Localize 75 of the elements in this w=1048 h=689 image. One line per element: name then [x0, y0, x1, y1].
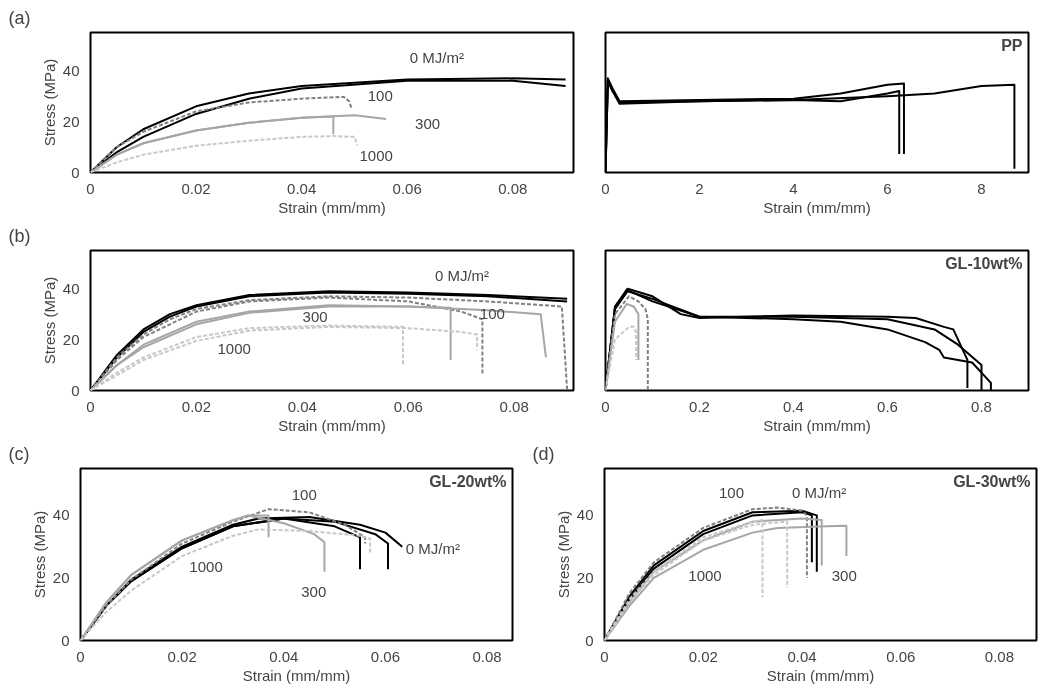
- y-tick-label: 40: [576, 506, 594, 524]
- text: (b): [8, 225, 31, 246]
- annotation: 100: [718, 483, 745, 501]
- x-tick-label: 0.08: [472, 647, 502, 665]
- annotation: 1000: [688, 567, 722, 585]
- x-tick-label: 0.08: [984, 647, 1015, 665]
- chart-title: PP: [1001, 36, 1023, 54]
- y-tick-label: 0: [71, 163, 80, 181]
- y-tick-label: 0: [71, 381, 80, 399]
- annotation: 300: [415, 115, 441, 133]
- y-tick-label: 20: [62, 330, 80, 348]
- x-tick-label: 0.06: [886, 647, 916, 665]
- y-tick-label: 40: [62, 61, 80, 79]
- x-axis-title: Strain (mm/mm): [242, 666, 351, 684]
- x-tick-label: 6: [883, 179, 892, 197]
- text: (a): [8, 7, 31, 28]
- annotation: 100: [367, 87, 393, 105]
- x-tick-label: 0.4: [783, 397, 804, 415]
- x-tick-label: 0.04: [287, 179, 317, 197]
- x-axis-title: Strain (mm/mm): [766, 666, 875, 684]
- chart-title: GL-30wt%: [953, 472, 1031, 490]
- x-tick-label: 2: [695, 179, 704, 197]
- chart-title: GL-10wt%: [945, 254, 1023, 272]
- x-tick-label: 0: [600, 647, 609, 665]
- annotation: 0 MJ/m²: [791, 484, 847, 502]
- annotation: 100: [479, 305, 505, 323]
- x-tick-label: 0: [601, 179, 610, 197]
- x-tick-label: 0.2: [689, 397, 710, 415]
- x-tick-label: 0.04: [787, 647, 817, 665]
- x-tick-label: 0.6: [877, 397, 898, 415]
- x-tick-label: 0.02: [167, 647, 197, 665]
- x-tick-label: 0.06: [392, 179, 422, 197]
- y-tick-label: 20: [52, 568, 70, 586]
- x-axis-title: Strain (mm/mm): [763, 416, 871, 434]
- x-tick-label: 0.04: [269, 647, 299, 665]
- x-tick-label: 0.02: [181, 397, 212, 415]
- y-tick-label: 20: [62, 112, 80, 130]
- text: (d): [532, 443, 555, 464]
- x-tick-label: 0.08: [498, 179, 528, 197]
- annotation: 0 MJ/m²: [405, 539, 460, 557]
- x-tick-label: 0.02: [688, 647, 718, 665]
- text: (c): [8, 443, 30, 464]
- y-axis-title: Stress (MPa): [40, 276, 58, 365]
- y-tick-label: 0: [61, 631, 70, 649]
- x-tick-label: 0.04: [287, 397, 317, 415]
- y-tick-label: 40: [62, 279, 80, 297]
- y-tick-label: 40: [52, 506, 70, 524]
- x-tick-label: 0.06: [370, 647, 401, 665]
- y-axis-title: Stress (MPa): [30, 510, 48, 599]
- annotation: 0 MJ/m²: [434, 267, 490, 285]
- annotation: 100: [291, 485, 317, 503]
- chart-title: GL-20wt%: [429, 472, 507, 490]
- x-axis-title: Strain (mm/mm): [763, 198, 871, 216]
- x-tick-label: 0: [601, 397, 610, 415]
- x-tick-label: 0.02: [181, 179, 211, 197]
- y-axis-title: Stress (MPa): [554, 510, 572, 599]
- x-tick-label: 0: [86, 179, 95, 197]
- annotation: 300: [831, 567, 857, 585]
- x-axis-title: Strain (mm/mm): [278, 198, 386, 216]
- x-tick-label: 0.08: [499, 397, 529, 415]
- annotation: 0 MJ/m²: [409, 49, 464, 67]
- annotation: 1000: [359, 146, 393, 164]
- x-tick-label: 0: [86, 397, 95, 415]
- x-tick-label: 4: [789, 179, 798, 197]
- x-tick-label: 0.8: [971, 397, 992, 415]
- x-tick-label: 0.06: [393, 397, 423, 415]
- annotation: 1000: [189, 558, 223, 576]
- x-tick-label: 8: [977, 179, 986, 197]
- x-axis-title: Strain (mm/mm): [278, 416, 386, 434]
- annotation: 300: [301, 583, 327, 600]
- y-tick-label: 0: [585, 631, 594, 649]
- y-tick-label: 20: [576, 568, 594, 586]
- y-axis-title: Stress (MPa): [40, 58, 58, 147]
- annotation: 1000: [217, 339, 251, 357]
- annotation: 300: [302, 307, 328, 325]
